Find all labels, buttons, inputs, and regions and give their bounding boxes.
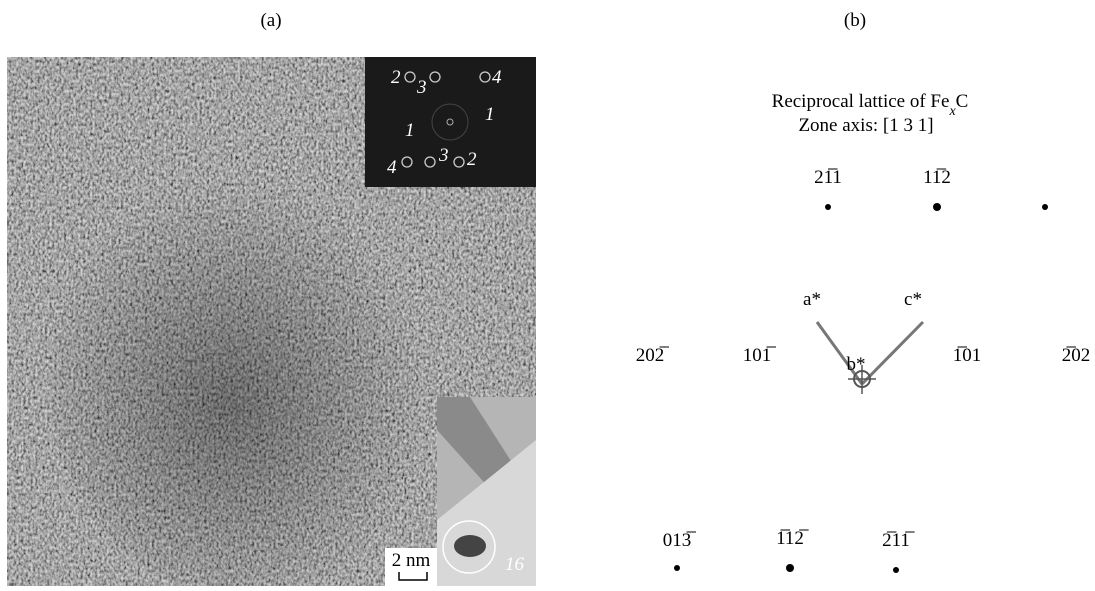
fft-label: 1 [485,104,495,125]
zone-axis: Zone axis: [1 3 1] [798,115,933,136]
spot-label: 21̅1 [814,167,842,188]
panel-label: (a) [260,10,281,31]
spot-label: 1̅01 [953,345,982,366]
fft-label: 3 [438,145,449,166]
inset-label: 16 [505,554,525,575]
fft-label: 3 [416,77,427,98]
axes-glyph [817,322,923,394]
spot-label: 013̅ [663,530,697,551]
fft-label: 2 [467,149,477,170]
spot-label: 1̅12̅ [776,528,809,549]
spots [674,203,1048,573]
scale-bar: 2 nm [385,548,437,586]
fft-label: 2 [391,67,401,88]
title-part: Reciprocal lattice of Fe [772,91,950,112]
fft-label: 4 [492,67,502,88]
title-part: C [956,91,969,112]
spot-label: 11̅2 [923,167,951,188]
axis-label: a* [803,289,821,310]
spot-label: 2̅02 [1062,345,1091,366]
panel-label: (b) [844,10,866,31]
spot-label: 101̅ [743,345,777,366]
scale-bar-label: 2 nm [392,550,431,571]
axis-label: c* [904,289,922,310]
spot-label: 2̅11̅ [882,530,915,551]
axis-label: b* [847,354,866,375]
tem-inset: 16 [437,397,536,586]
fft-label: 1 [405,120,415,141]
figure: (a) (b) 2 3 4 1 1 4 3 2 16 2 nm Reciproc… [0,0,1095,586]
fft-label: 4 [387,157,397,178]
spot-label: 202̅ [636,345,670,366]
fft-inset: 2 3 4 1 1 4 3 2 [365,57,536,187]
